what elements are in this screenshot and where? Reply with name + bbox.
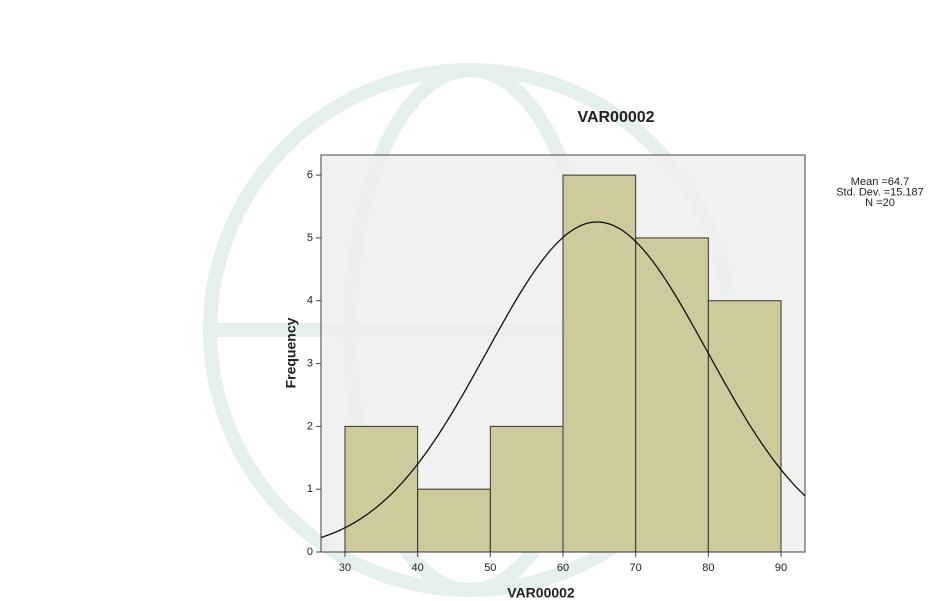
x-tick-label: 40 [412, 562, 424, 574]
y-axis-label: Frequency [283, 317, 299, 388]
y-tick-label: 3 [307, 357, 313, 369]
bar [562, 174, 637, 553]
x-tick-label: 30 [339, 562, 351, 574]
bar [707, 300, 782, 553]
x-tick-label: 50 [484, 562, 496, 574]
y-tick-label: 4 [307, 295, 313, 307]
y-tick-label: 1 [307, 483, 313, 495]
x-axis-label: VAR00002 [507, 585, 575, 601]
stats-label: Std. Dev. =15.187 [836, 186, 924, 198]
x-tick-label: 80 [702, 562, 714, 574]
y-tick-label: 0 [307, 546, 313, 558]
y-tick-label: 5 [307, 232, 313, 244]
bar [489, 425, 564, 553]
x-tick-label: 90 [775, 562, 787, 574]
x-tick-label: 60 [557, 562, 569, 574]
y-tick-label: 2 [307, 420, 313, 432]
bar [417, 488, 491, 553]
stats-label: Mean =64.7 [851, 176, 909, 188]
bar [635, 237, 709, 553]
normal-curve [320, 221, 806, 539]
chart-title: VAR00002 [577, 109, 654, 126]
stats-label: N =20 [865, 197, 895, 209]
bar [344, 425, 419, 553]
y-tick-label: 6 [307, 169, 313, 181]
x-tick-label: 70 [630, 562, 642, 574]
